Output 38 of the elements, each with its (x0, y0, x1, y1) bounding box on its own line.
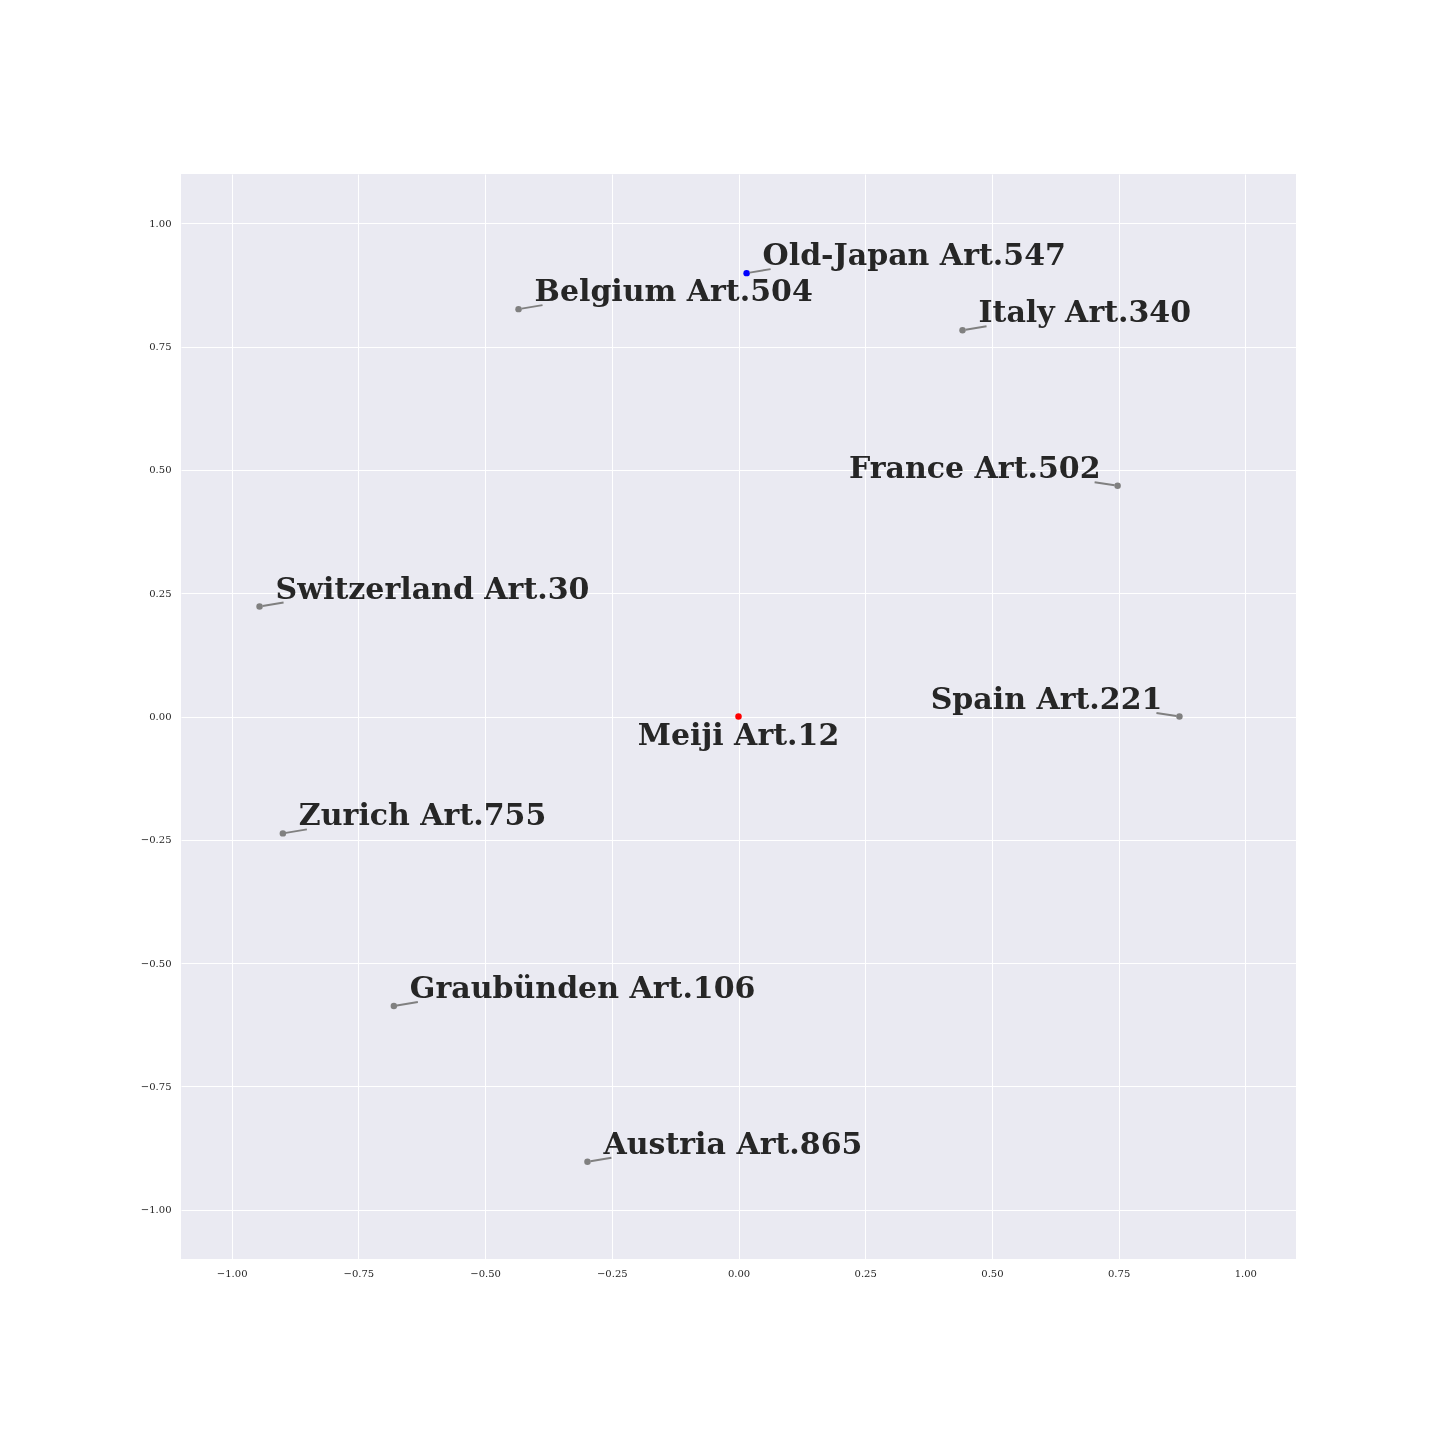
y-tick-label: 0.75 (149, 341, 172, 353)
y-tick-label: 0.50 (149, 464, 172, 476)
point (515, 305, 522, 313)
annotation: Old-Japan Art.547 (762, 237, 1066, 273)
point (279, 830, 287, 837)
x-tick-label: 0.75 (1107, 1267, 1131, 1279)
x-tick-label: 0.25 (854, 1267, 877, 1279)
x-tick-label: −0.25 (596, 1267, 628, 1279)
annotation: Italy Art.340 (978, 294, 1192, 330)
annotation: Meiji Art.12 (637, 716, 840, 752)
x-tick-label: 1.00 (1234, 1267, 1257, 1279)
y-tick-label: −0.50 (140, 957, 172, 969)
y-tick-label: −0.25 (140, 834, 172, 846)
x-tick-label: 0.00 (727, 1267, 751, 1279)
annotation: Switzerland Art.30 (275, 570, 590, 606)
point (1114, 482, 1121, 489)
annotation: Graubünden Art.106 (409, 970, 756, 1005)
x-tick-label: 0.50 (981, 1267, 1004, 1279)
y-tick-label: 0.00 (149, 711, 172, 722)
point (256, 603, 263, 610)
point (959, 327, 966, 334)
point (735, 713, 742, 720)
annotation: France Art.502 (848, 449, 1101, 485)
y-tick-label: 1.00 (149, 217, 172, 229)
x-tick-label: −1.00 (216, 1267, 248, 1279)
point (584, 1158, 591, 1166)
annotation: Spain Art.221 (930, 680, 1163, 716)
x-tick-label: −0.75 (343, 1267, 375, 1279)
annotation: Zurich Art.755 (298, 797, 547, 833)
point (1176, 713, 1183, 720)
point (743, 269, 750, 277)
y-tick-label: 0.25 (149, 587, 172, 599)
y-tick-label: −0.75 (140, 1080, 172, 1092)
y-tick-label: −1.00 (140, 1204, 172, 1216)
x-tick-label: −0.50 (470, 1267, 501, 1279)
annotation: Austria Art.865 (602, 1125, 863, 1161)
point (390, 1002, 398, 1010)
annotation: Belgium Art.504 (534, 273, 813, 309)
